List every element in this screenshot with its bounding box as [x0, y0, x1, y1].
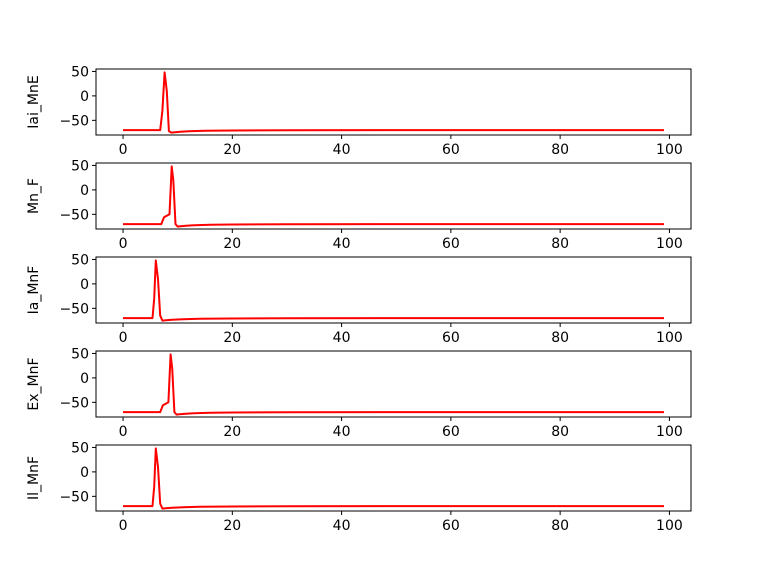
x-tick-label: 20 — [223, 236, 241, 252]
x-tick-label: 100 — [656, 424, 683, 440]
x-tick-label: 20 — [223, 142, 241, 158]
y-tick-label: 0 — [80, 465, 89, 481]
y-tick-label: 0 — [80, 89, 89, 105]
x-tick-label: 60 — [442, 518, 460, 534]
x-tick-label: 40 — [333, 330, 351, 346]
x-tick-label: 100 — [656, 142, 683, 158]
axes-frame — [95, 162, 692, 230]
subplot-1: 0 20 40 60 80 100 50 0 −50 Iai_MnE — [26, 64, 692, 158]
y-tick-label: 0 — [80, 183, 89, 199]
x-tick-label: 80 — [551, 424, 569, 440]
x-tick-label: 80 — [551, 142, 569, 158]
x-tick-label: 20 — [223, 518, 241, 534]
x-tick-label: 0 — [119, 330, 128, 346]
x-tick-label: 60 — [442, 142, 460, 158]
x-tick-label: 60 — [442, 424, 460, 440]
axes-frame — [95, 350, 692, 418]
subplot-4: 0 20 40 60 80 100 50 0 −50 Ex_MnF — [26, 346, 692, 440]
x-tick-label: 40 — [333, 518, 351, 534]
subplot-5: 0 20 40 60 80 100 50 0 −50 Il_MnF — [26, 440, 692, 534]
y-tick-label: 50 — [71, 346, 89, 362]
series-line — [123, 259, 665, 322]
y-tick-label: 0 — [80, 371, 89, 387]
series-line — [123, 447, 665, 510]
y-tick-label: 50 — [71, 440, 89, 456]
x-tick-label: 60 — [442, 236, 460, 252]
y-axis-label: Il_MnF — [26, 456, 42, 500]
series-line — [123, 71, 665, 134]
x-tick-label: 100 — [656, 236, 683, 252]
x-tick-label: 0 — [119, 424, 128, 440]
x-tick-label: 20 — [223, 330, 241, 346]
series-line — [123, 165, 665, 228]
x-tick-label: 80 — [551, 236, 569, 252]
y-tick-label: 50 — [71, 64, 89, 80]
x-tick-label: 40 — [333, 424, 351, 440]
y-tick-label: −50 — [59, 207, 89, 223]
y-axis-label: Ex_MnF — [26, 357, 42, 410]
y-tick-label: −50 — [59, 489, 89, 505]
x-tick-label: 80 — [551, 330, 569, 346]
x-tick-label: 40 — [333, 142, 351, 158]
x-tick-label: 80 — [551, 518, 569, 534]
y-tick-label: 50 — [71, 158, 89, 174]
x-tick-label: 100 — [656, 518, 683, 534]
y-axis-label: Iai_MnE — [26, 75, 42, 128]
x-tick-label: 60 — [442, 330, 460, 346]
x-tick-label: 40 — [333, 236, 351, 252]
x-tick-label: 0 — [119, 236, 128, 252]
subplot-3: 0 20 40 60 80 100 50 0 −50 Ia_MnF — [26, 252, 692, 346]
y-tick-label: −50 — [59, 301, 89, 317]
subplot-2: 0 20 40 60 80 100 50 0 −50 Mn_F — [26, 158, 692, 252]
axes-frame — [95, 68, 692, 136]
y-tick-label: −50 — [59, 113, 89, 129]
x-tick-label: 0 — [119, 518, 128, 534]
x-tick-label: 20 — [223, 424, 241, 440]
x-tick-label: 100 — [656, 330, 683, 346]
axes-frame — [95, 256, 692, 324]
y-axis-label: Ia_MnF — [26, 266, 42, 315]
y-tick-label: 50 — [71, 252, 89, 268]
x-tick-label: 0 — [119, 142, 128, 158]
y-tick-label: 0 — [80, 277, 89, 293]
series-line — [123, 353, 665, 416]
y-tick-label: −50 — [59, 395, 89, 411]
y-axis-label: Mn_F — [26, 178, 42, 214]
axes-frame — [95, 444, 692, 512]
